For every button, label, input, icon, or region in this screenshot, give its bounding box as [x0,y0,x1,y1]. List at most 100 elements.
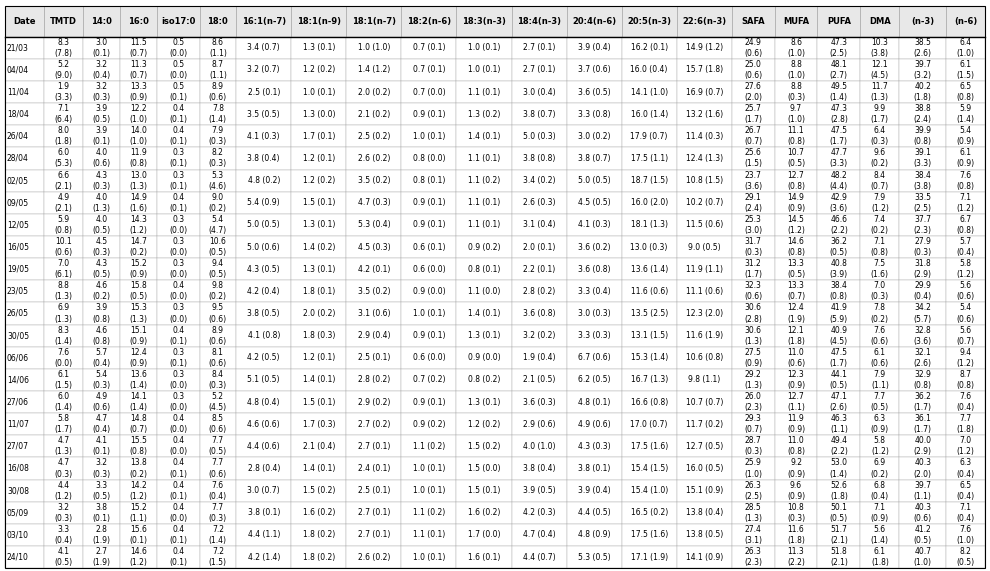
Text: 0.7 (0.1): 0.7 (0.1) [413,43,446,52]
Bar [456,546,512,568]
Bar [5,413,45,435]
Text: 7.1
(0.4): 7.1 (0.4) [956,502,974,523]
Bar [732,391,774,413]
Text: 3.6 (0.5): 3.6 (0.5) [578,87,611,96]
Bar [237,457,291,480]
Text: 4.0
(0.6): 4.0 (0.6) [92,148,111,168]
Text: 13.3
(0.7): 13.3 (0.7) [787,282,805,301]
Text: 2.7 (0.2): 2.7 (0.2) [357,420,390,429]
Bar [512,480,566,502]
Text: 20:5(n-3): 20:5(n-3) [628,17,671,26]
Text: 4.8 (0.9): 4.8 (0.9) [578,530,611,540]
Text: 1.1 (0.0): 1.1 (0.0) [468,287,500,296]
Bar [291,502,346,524]
Bar [566,192,622,214]
Text: 5.1 (0.5): 5.1 (0.5) [248,375,280,384]
Text: 11/07: 11/07 [7,420,29,429]
Text: 0.9 (0.2): 0.9 (0.2) [413,420,446,429]
Text: 26.0
(2.3): 26.0 (2.3) [744,392,762,412]
Text: 0.7 (0.0): 0.7 (0.0) [413,87,446,96]
Text: 16.0 (2.0): 16.0 (2.0) [631,198,668,207]
Text: 4.8 (0.4): 4.8 (0.4) [248,397,280,407]
Bar [5,6,45,37]
Text: 0.4
(0.1): 0.4 (0.1) [169,126,187,146]
Text: 2.8 (0.4): 2.8 (0.4) [248,464,280,473]
Bar [83,369,120,391]
Text: 40.2
(1.8): 40.2 (1.8) [914,82,932,102]
Text: 3.9 (0.4): 3.9 (0.4) [578,43,611,52]
Text: 4.3
(0.5): 4.3 (0.5) [92,259,111,279]
Text: 4.6
(0.8): 4.6 (0.8) [93,325,111,345]
Text: 13.3
(0.5): 13.3 (0.5) [787,259,805,279]
Bar [401,147,456,170]
Bar [83,37,120,59]
Bar [45,546,83,568]
Bar [899,147,945,170]
Text: 27.9
(0.3): 27.9 (0.3) [914,237,932,257]
Bar [45,391,83,413]
Bar [200,103,237,125]
Bar [512,258,566,280]
Text: 1.0 (0.1): 1.0 (0.1) [303,87,335,96]
Text: 1.4 (1.2): 1.4 (1.2) [357,65,390,74]
Bar [401,258,456,280]
Bar [346,192,401,214]
Text: 0.3
(0.1): 0.3 (0.1) [169,148,187,168]
Text: 7.7
(1.8): 7.7 (1.8) [956,414,974,435]
Text: 38.4
(3.8): 38.4 (3.8) [914,171,932,191]
Text: 3.5 (0.2): 3.5 (0.2) [357,176,390,185]
Bar [83,502,120,524]
Bar [120,37,156,59]
Bar [677,6,732,37]
Text: 29.2
(1.3): 29.2 (1.3) [744,370,762,390]
Bar [860,125,899,147]
Bar [346,37,401,59]
Text: 25.7
(1.7): 25.7 (1.7) [744,104,762,124]
Bar [120,303,156,324]
Text: 7.1
(0.8): 7.1 (0.8) [871,237,889,257]
Text: 1.0 (0.1): 1.0 (0.1) [413,486,446,495]
Text: 11.4 (0.3): 11.4 (0.3) [686,132,723,141]
Text: 1.0 (0.1): 1.0 (0.1) [413,553,446,561]
Bar [566,170,622,192]
Text: 5.3
(4.6): 5.3 (4.6) [209,171,227,191]
Text: 1.8 (0.1): 1.8 (0.1) [303,287,335,296]
Bar [291,258,346,280]
Bar [156,125,200,147]
Text: 5.8
(1.7): 5.8 (1.7) [54,414,72,435]
Bar [401,546,456,568]
Text: 6.4
(0.3): 6.4 (0.3) [871,126,889,146]
Text: 28.5
(1.3): 28.5 (1.3) [744,502,762,523]
Text: 3.8 (0.5): 3.8 (0.5) [248,309,280,318]
Bar [456,258,512,280]
Text: 1.5 (0.1): 1.5 (0.1) [303,397,335,407]
Text: 11.5
(0.7): 11.5 (0.7) [130,38,148,58]
Bar [291,147,346,170]
Text: 4.7
(0.3): 4.7 (0.3) [54,459,72,478]
Bar [120,546,156,568]
Bar [732,369,774,391]
Bar [512,303,566,324]
Bar [346,59,401,81]
Text: 7.8
(0.2): 7.8 (0.2) [871,303,889,324]
Text: 23/05: 23/05 [7,287,29,296]
Text: 10.3
(3.8): 10.3 (3.8) [871,38,889,58]
Text: 3.9
(0.8): 3.9 (0.8) [93,303,111,324]
Text: 5.3 (0.5): 5.3 (0.5) [578,553,611,561]
Bar [818,6,860,37]
Bar [860,6,899,37]
Bar [899,192,945,214]
Text: 16.9 (0.7): 16.9 (0.7) [685,87,723,96]
Text: 16.7 (1.3): 16.7 (1.3) [631,375,668,384]
Text: 44.1
(0.5): 44.1 (0.5) [830,370,847,390]
Text: 04/04: 04/04 [7,65,29,74]
Bar [899,524,945,546]
Bar [120,6,156,37]
Text: 26.7
(0.7): 26.7 (0.7) [744,126,762,146]
Text: 14.7
(0.2): 14.7 (0.2) [130,237,148,257]
Bar [291,435,346,457]
Bar [5,457,45,480]
Bar [291,103,346,125]
Bar [83,125,120,147]
Text: 1.4 (0.1): 1.4 (0.1) [468,309,500,318]
